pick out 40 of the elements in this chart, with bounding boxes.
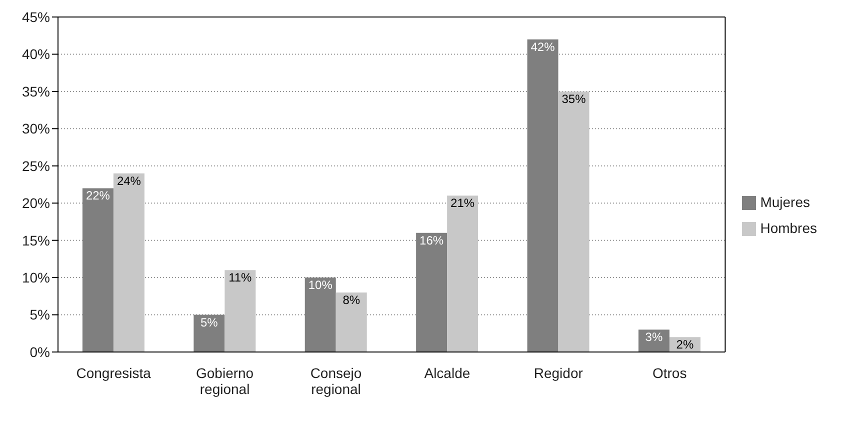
data-label: 8%	[342, 292, 360, 307]
bar	[336, 292, 367, 352]
y-tick-label: 5%	[30, 306, 50, 323]
x-tick-label: Gobierno regional	[196, 365, 254, 397]
y-tick-label: 10%	[22, 270, 50, 286]
bar	[82, 188, 114, 352]
bar	[447, 196, 478, 352]
x-tick-label: Consejo regional	[310, 365, 362, 397]
y-tick-label: 25%	[22, 158, 50, 174]
data-label: 2%	[676, 338, 694, 352]
x-tick-label: Otros	[652, 365, 687, 381]
data-label: 42%	[530, 40, 556, 54]
legend-label: Hombres	[760, 220, 817, 236]
data-label: 10%	[308, 278, 333, 292]
data-label: 22%	[86, 188, 110, 203]
bar	[527, 39, 558, 352]
bar	[416, 232, 448, 352]
x-tick-label: Regidor	[534, 365, 584, 381]
y-tick-label: 20%	[22, 195, 50, 212]
y-tick-label: 40%	[22, 46, 50, 62]
data-label: 16%	[420, 233, 444, 248]
y-tick-label: 15%	[22, 232, 50, 248]
data-label: 11%	[228, 270, 252, 285]
data-label: 21%	[450, 196, 475, 210]
data-label: 5%	[200, 315, 218, 330]
bar	[304, 278, 336, 352]
bar	[113, 173, 144, 352]
y-tick-label: 35%	[22, 83, 50, 100]
bar	[224, 270, 256, 352]
data-label: 3%	[645, 330, 663, 344]
y-tick-label: 0%	[30, 344, 50, 360]
data-label: 35%	[562, 92, 586, 106]
data-label: 24%	[116, 174, 142, 188]
bar	[558, 91, 590, 352]
y-tick-label: 45%	[22, 8, 50, 25]
y-tick-label: 30%	[22, 120, 50, 137]
bar	[194, 314, 225, 352]
x-tick-label: Alcalde	[424, 365, 470, 381]
legend-label: Mujeres	[760, 194, 810, 210]
x-tick-label: Congresista	[76, 365, 152, 381]
